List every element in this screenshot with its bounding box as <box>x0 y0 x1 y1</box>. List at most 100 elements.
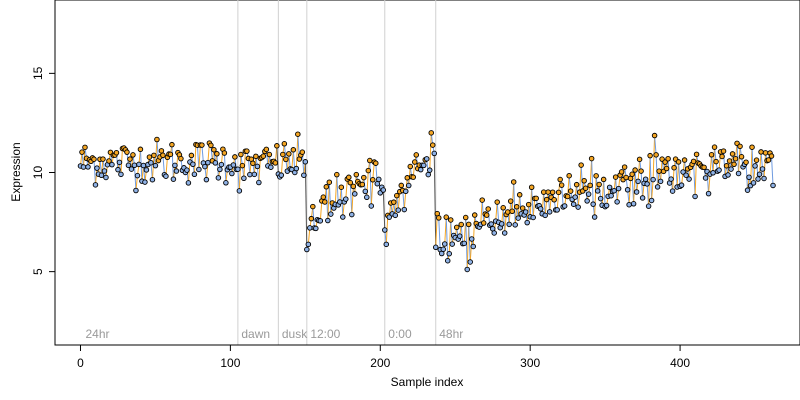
data-point <box>561 203 568 209</box>
data-point <box>395 207 402 213</box>
data-point <box>343 196 349 202</box>
series-line <box>504 214 507 233</box>
data-point <box>418 166 424 173</box>
series-line <box>193 144 197 175</box>
data-point <box>761 175 767 182</box>
data-point <box>260 153 267 159</box>
data-point <box>79 149 85 155</box>
series-line <box>280 154 284 176</box>
data-point <box>624 187 631 193</box>
data-point <box>686 176 692 182</box>
series-line <box>654 135 657 155</box>
data-points <box>77 130 776 273</box>
y-axis-label: Expression <box>9 142 23 201</box>
data-point <box>215 175 222 181</box>
data-point <box>205 159 211 166</box>
data-point <box>146 154 153 160</box>
series-line <box>198 144 201 170</box>
data-point <box>398 182 405 189</box>
data-point <box>471 212 478 218</box>
series-line <box>678 161 681 187</box>
data-point <box>690 158 697 165</box>
data-point <box>645 203 652 209</box>
data-point <box>488 221 494 227</box>
data-point <box>752 163 758 169</box>
data-point <box>638 168 644 174</box>
data-point <box>92 182 99 188</box>
data-point <box>588 155 595 162</box>
series-line <box>651 179 654 201</box>
data-point <box>151 152 157 159</box>
series-line <box>633 170 636 204</box>
data-point <box>94 165 100 171</box>
data-point <box>657 178 664 185</box>
data-point <box>172 162 178 169</box>
data-point <box>483 212 490 218</box>
data-point <box>376 176 382 183</box>
data-point <box>480 220 487 226</box>
data-point <box>188 152 195 159</box>
data-point <box>160 152 166 159</box>
data-point <box>678 182 685 188</box>
data-point <box>668 176 674 182</box>
data-point <box>623 174 629 181</box>
data-point <box>756 171 763 177</box>
data-point <box>716 167 722 173</box>
data-point <box>425 171 431 178</box>
data-point <box>413 152 420 158</box>
data-point <box>304 246 310 253</box>
data-point <box>361 174 367 181</box>
data-point <box>768 153 775 159</box>
x-tick-label: 400 <box>670 356 690 370</box>
data-point <box>154 136 160 143</box>
data-point <box>522 209 529 215</box>
y-axis: 5 10 15 <box>31 66 56 275</box>
data-point <box>675 159 682 165</box>
data-point <box>410 174 417 180</box>
series-line <box>706 171 710 194</box>
series-line <box>450 219 453 245</box>
data-point <box>644 181 650 187</box>
data-point <box>465 221 472 228</box>
data-point <box>612 174 619 180</box>
data-point <box>723 163 730 169</box>
data-point <box>140 162 147 169</box>
data-point <box>462 214 469 221</box>
data-point <box>134 172 141 179</box>
data-point <box>394 192 400 199</box>
data-point <box>470 243 476 250</box>
data-point <box>515 215 521 221</box>
data-point <box>708 152 715 158</box>
series-line <box>238 154 242 191</box>
data-point <box>350 183 357 190</box>
series-line <box>370 179 374 206</box>
data-point <box>585 191 592 197</box>
data-point <box>614 199 620 205</box>
y-tick-label: 10 <box>31 166 45 180</box>
data-point <box>106 158 112 164</box>
series-line <box>709 154 713 175</box>
data-point <box>283 156 289 163</box>
data-point <box>217 166 223 173</box>
data-point <box>633 189 640 195</box>
data-point <box>346 174 352 181</box>
data-point <box>444 257 451 264</box>
data-point <box>295 131 301 137</box>
data-point <box>203 176 210 183</box>
data-point <box>755 176 761 182</box>
series-line <box>771 156 774 186</box>
series-line <box>94 168 98 185</box>
data-point <box>191 171 198 178</box>
data-point <box>391 199 397 205</box>
data-point <box>173 168 180 174</box>
data-point <box>169 141 175 148</box>
annotations: 24hr dawn dusk 12:00 0:00 48hr <box>85 327 463 341</box>
data-point <box>142 179 148 185</box>
data-point <box>196 166 202 173</box>
data-point <box>593 173 599 179</box>
data-point <box>116 159 123 166</box>
series-line <box>382 190 386 231</box>
series-line <box>708 174 711 194</box>
data-point <box>582 185 589 191</box>
data-point <box>537 206 544 212</box>
